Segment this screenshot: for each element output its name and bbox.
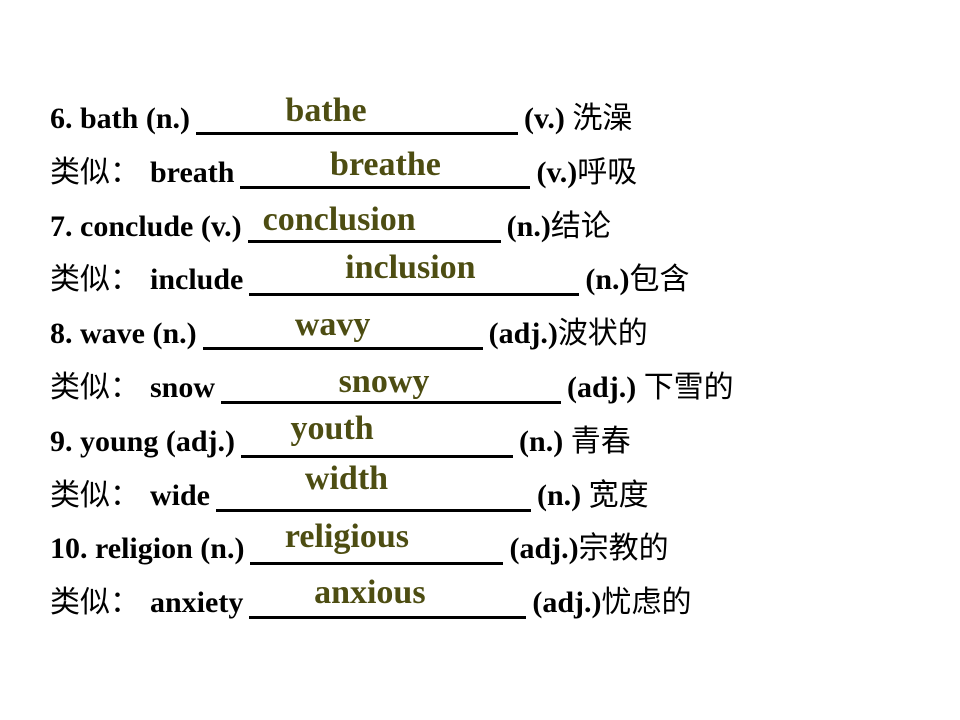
part-of-speech: (adj.) xyxy=(509,532,579,566)
vocab-row: 类似： anxiety anxious (adj.)忧虑的 xyxy=(50,576,950,630)
answer-blank: religious xyxy=(250,520,504,566)
question-word: anxiety xyxy=(150,586,244,620)
question-word: 9. young (adj.) xyxy=(50,424,236,458)
part-of-speech: (v.) xyxy=(536,155,578,189)
answer-text: width xyxy=(304,459,389,497)
part-of-speech: (n.) xyxy=(537,478,582,512)
answer-blank: breathe xyxy=(240,145,531,189)
exercise-list: 6. bath (n.) bathe (v.) 洗澡类似： breath breathe… xyxy=(50,92,950,630)
chinese-translation: 忧虑的 xyxy=(601,586,692,620)
answer-blank: anxious xyxy=(249,574,527,620)
answer-blank: inclusion xyxy=(249,251,580,297)
answer-text: snowy xyxy=(338,362,430,400)
chinese-translation: 包含 xyxy=(629,263,690,297)
vocab-row: 类似： include inclusion (n.)包含 xyxy=(50,251,950,307)
part-of-speech: (adj.) xyxy=(567,370,637,404)
chinese-translation: 下雪的 xyxy=(636,370,734,404)
vocab-row: 类似： snow snowy (adj.) 下雪的 xyxy=(50,361,950,415)
part-of-speech: (n.) xyxy=(519,424,564,458)
chinese-translation: 呼吸 xyxy=(577,155,638,189)
similar-label: 类似： xyxy=(50,155,140,189)
question-word: 7. conclude (v.) xyxy=(50,209,242,243)
question-word: breath xyxy=(150,155,235,189)
part-of-speech: (n.) xyxy=(506,209,551,243)
answer-blank: bathe xyxy=(196,92,519,135)
chinese-translation: 宗教的 xyxy=(578,532,669,566)
answer-text: breathe xyxy=(330,145,441,183)
chinese-translation: 结论 xyxy=(550,209,611,243)
part-of-speech: (adj.) xyxy=(532,586,602,620)
question-word: include xyxy=(150,263,244,297)
vocab-row: 7. conclude (v.) conclusion (n.)结论 xyxy=(50,200,950,254)
vocab-row: 6. bath (n.) bathe (v.) 洗澡 xyxy=(50,92,950,146)
chinese-translation: 青春 xyxy=(563,424,631,458)
answer-text: youth xyxy=(290,409,374,447)
similar-label: 类似： xyxy=(50,478,140,512)
vocab-row: 类似： wide width (n.) 宽度 xyxy=(50,461,950,523)
chinese-translation: 宽度 xyxy=(581,478,649,512)
answer-text: inclusion xyxy=(345,249,476,287)
question-word: wide xyxy=(150,478,210,512)
answer-text: anxious xyxy=(314,574,426,612)
answer-text: religious xyxy=(284,518,409,556)
vocab-row: 8. wave (n.) wavy (adj.)波状的 xyxy=(50,307,950,361)
answer-text: conclusion xyxy=(262,200,416,238)
part-of-speech: (n.) xyxy=(585,263,630,297)
question-word: 8. wave (n.) xyxy=(50,317,197,351)
vocab-row: 10. religion (n.) religious (adj.)宗教的 xyxy=(50,520,950,576)
answer-blank: wavy xyxy=(202,306,483,351)
answer-text: wavy xyxy=(294,306,371,344)
answer-text: bathe xyxy=(285,92,367,129)
answer-blank: youth xyxy=(241,411,514,458)
chinese-translation: 波状的 xyxy=(557,317,648,351)
answer-blank: width xyxy=(216,461,531,512)
part-of-speech: (v.) xyxy=(524,102,565,135)
vocab-row: 9. young (adj.) youth (n.) 青春 xyxy=(50,411,950,469)
similar-label: 类似： xyxy=(50,370,140,404)
similar-label: 类似： xyxy=(50,263,140,297)
answer-blank: conclusion xyxy=(247,200,501,243)
question-word: 6. bath (n.) xyxy=(50,102,191,135)
answer-blank: snowy xyxy=(221,362,562,404)
chinese-translation: 洗澡 xyxy=(564,102,633,135)
part-of-speech: (adj.) xyxy=(488,317,558,351)
similar-label: 类似： xyxy=(50,586,140,620)
question-word: 10. religion (n.) xyxy=(50,532,245,566)
vocab-row: 类似： breath breathe (v.)呼吸 xyxy=(50,146,950,200)
question-word: snow xyxy=(150,370,216,404)
